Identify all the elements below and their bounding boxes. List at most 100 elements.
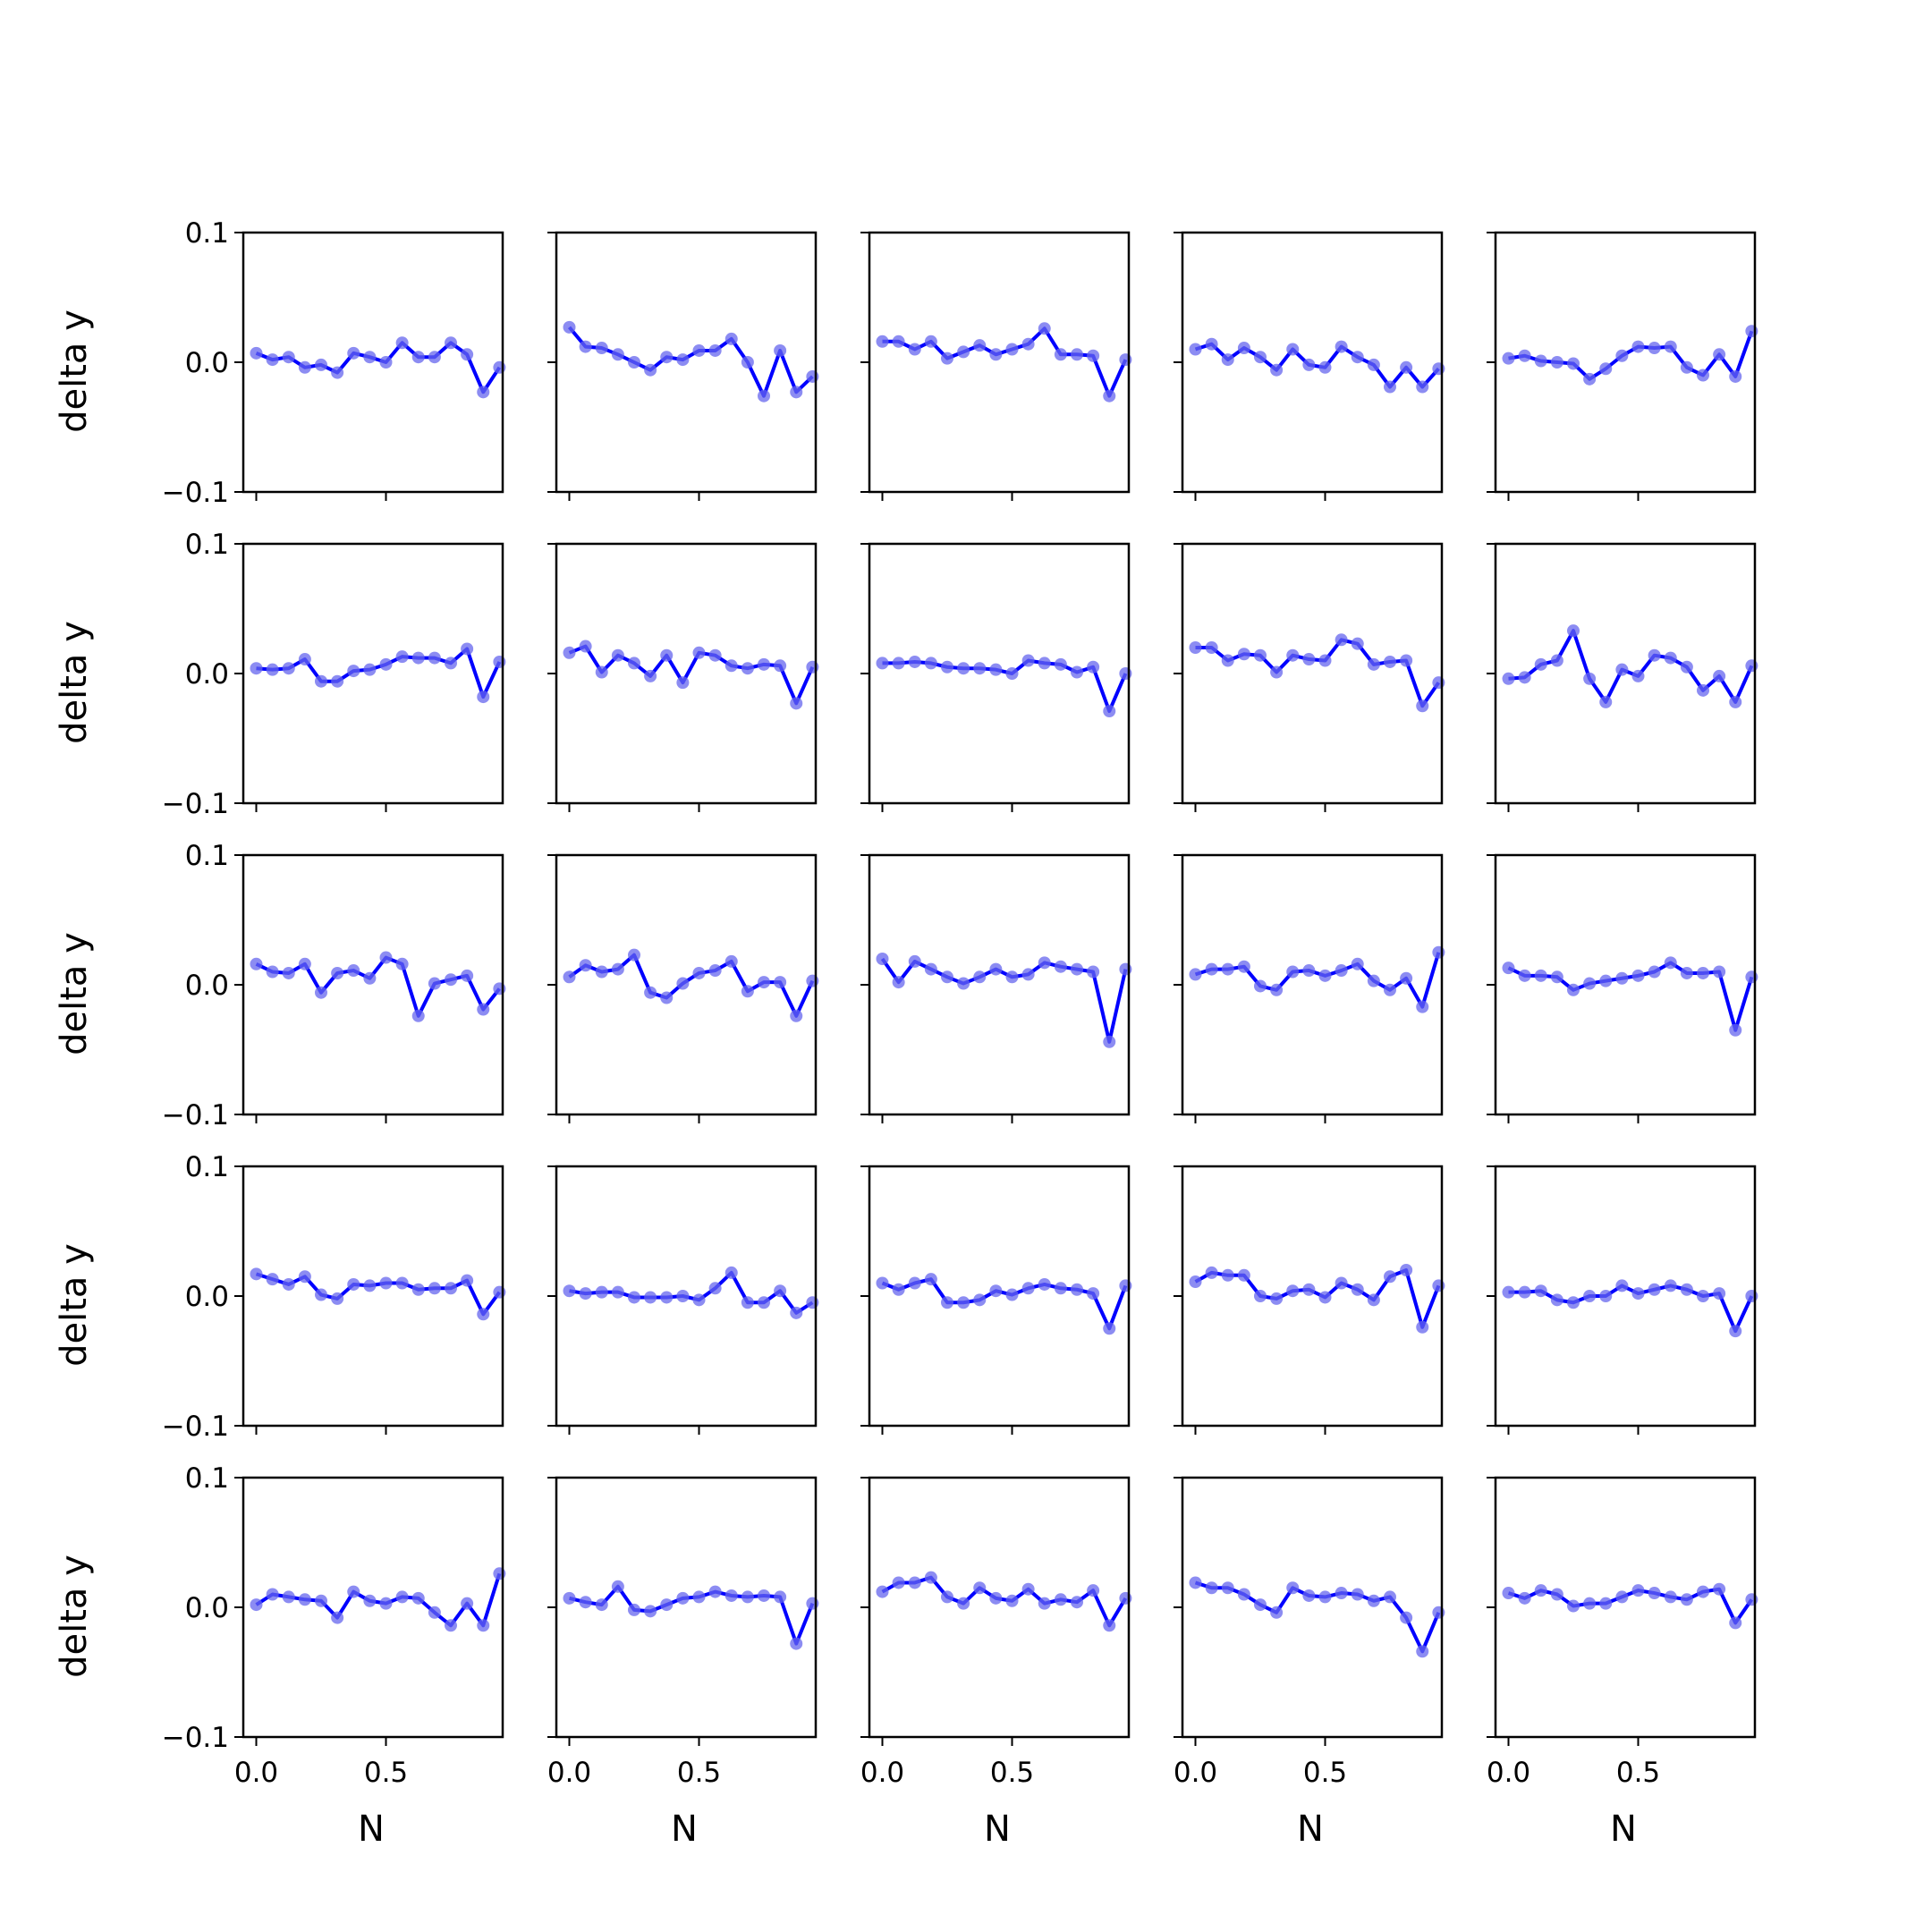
data-point xyxy=(708,1585,722,1598)
data-point xyxy=(924,1571,937,1584)
data-point xyxy=(1745,1593,1758,1606)
data-point xyxy=(1648,965,1661,979)
data-point xyxy=(1038,956,1051,970)
data-point xyxy=(1119,353,1132,367)
data-point xyxy=(1254,351,1267,364)
data-point xyxy=(1550,356,1563,369)
data-point xyxy=(628,1291,640,1304)
data-point xyxy=(1518,349,1531,362)
data-point xyxy=(1021,968,1035,981)
data-point xyxy=(579,1287,592,1301)
data-point xyxy=(1237,342,1250,355)
data-point xyxy=(692,1590,706,1604)
data-point xyxy=(1583,1597,1597,1610)
data-point xyxy=(1270,665,1284,679)
data-point xyxy=(1054,348,1067,361)
data-point xyxy=(1286,343,1300,356)
x-tick-label: 0.0 xyxy=(234,1757,278,1789)
y-tick-label: −0.1 xyxy=(162,1411,229,1443)
data-point xyxy=(644,1291,657,1304)
data-point xyxy=(1550,1588,1563,1601)
y-tick-label: −0.1 xyxy=(162,788,229,820)
data-point xyxy=(1205,1581,1218,1595)
data-point xyxy=(1351,1588,1364,1601)
data-point xyxy=(1021,337,1035,351)
data-point xyxy=(1615,1590,1629,1604)
data-point xyxy=(1119,667,1132,680)
data-point xyxy=(908,1276,921,1290)
subplot-r4-c4 xyxy=(1174,1165,1445,1435)
subplot-r2-c5 xyxy=(1487,542,1758,812)
data-point xyxy=(1038,322,1051,335)
data-point xyxy=(477,1619,490,1632)
data-point xyxy=(1103,705,1116,718)
data-point xyxy=(1071,348,1083,361)
data-point xyxy=(1335,340,1348,353)
data-point xyxy=(1021,654,1035,667)
data-point xyxy=(1680,660,1693,674)
data-point xyxy=(1534,657,1547,671)
series-line xyxy=(1507,961,1754,1032)
data-point xyxy=(1567,1296,1580,1309)
data-point xyxy=(595,965,608,979)
data-point xyxy=(1302,653,1316,666)
data-point xyxy=(1729,695,1742,708)
data-point xyxy=(724,1266,738,1279)
series-line xyxy=(255,341,502,394)
data-point xyxy=(774,1590,787,1604)
data-point xyxy=(1087,349,1100,362)
data-point xyxy=(493,1285,506,1299)
subplot-r1-c4 xyxy=(1174,231,1445,501)
data-point xyxy=(315,358,327,371)
data-point xyxy=(644,669,657,682)
x-tick-label: 0.0 xyxy=(860,1757,904,1789)
data-point xyxy=(1087,965,1100,979)
data-point xyxy=(1189,343,1202,356)
data-point xyxy=(1680,1593,1693,1606)
data-point xyxy=(741,985,754,998)
axes-frame xyxy=(1181,1476,1444,1739)
data-point xyxy=(1729,1023,1742,1037)
data-point xyxy=(1335,1587,1348,1600)
data-point xyxy=(1286,1284,1300,1298)
data-point xyxy=(611,348,624,361)
data-point xyxy=(477,1308,490,1321)
data-point xyxy=(477,386,490,399)
series-line xyxy=(1194,342,1440,389)
data-point xyxy=(1664,340,1677,353)
series-line xyxy=(1194,1268,1441,1329)
data-point xyxy=(266,965,279,979)
data-point xyxy=(1664,1590,1677,1604)
series-line xyxy=(881,1575,1128,1628)
data-point xyxy=(1550,654,1563,667)
data-point xyxy=(676,1290,690,1302)
data-point xyxy=(1567,357,1580,370)
data-point xyxy=(493,360,506,374)
axes-frame xyxy=(1181,853,1444,1116)
data-point xyxy=(395,1276,409,1290)
data-point xyxy=(1302,358,1316,371)
series-line xyxy=(1195,638,1441,708)
x-tick-label: 0.0 xyxy=(547,1757,591,1789)
subplot-r1-c5 xyxy=(1487,231,1758,501)
data-point xyxy=(758,657,770,671)
data-point xyxy=(363,1279,377,1292)
data-point xyxy=(1103,1322,1116,1335)
data-point xyxy=(1416,380,1429,394)
data-point xyxy=(1502,1285,1515,1299)
subplot-r5-c1: −0.10.00.10.0 0.5 xyxy=(162,1462,506,1789)
series-line xyxy=(1194,952,1441,1009)
data-point xyxy=(1005,343,1019,356)
subplot-r5-c2: 0.0 0.5 xyxy=(547,1476,819,1789)
data-point xyxy=(1254,1290,1267,1302)
data-point xyxy=(1745,325,1758,338)
data-point xyxy=(315,674,327,688)
data-point xyxy=(892,657,905,670)
series-line xyxy=(567,326,814,398)
data-point xyxy=(493,1567,506,1580)
data-point xyxy=(1302,1283,1316,1296)
data-point xyxy=(644,363,657,377)
data-point xyxy=(741,356,754,369)
data-point xyxy=(1416,1645,1429,1658)
